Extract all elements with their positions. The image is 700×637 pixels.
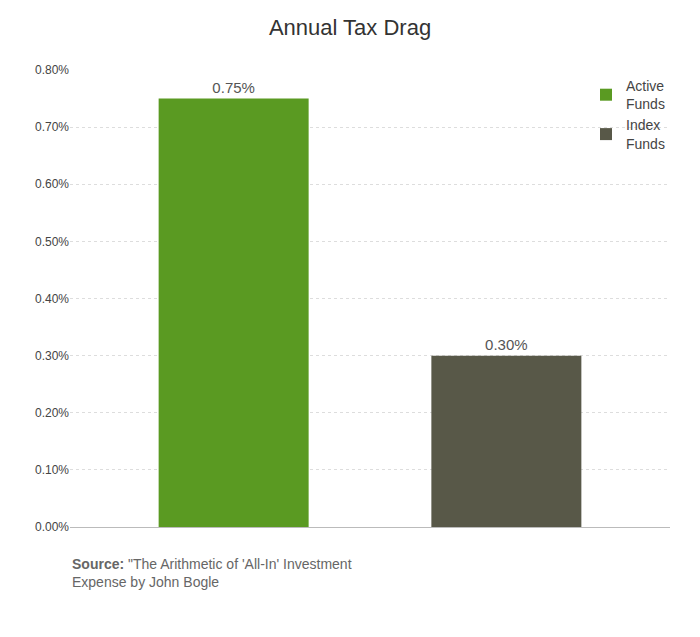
- svg-text:0.00%: 0.00%: [35, 520, 69, 534]
- svg-text:0.10%: 0.10%: [35, 463, 69, 477]
- svg-text:0.20%: 0.20%: [35, 406, 69, 420]
- svg-text:0.60%: 0.60%: [35, 177, 69, 191]
- svg-text:0.75%: 0.75%: [212, 79, 255, 96]
- svg-text:0.80%: 0.80%: [35, 63, 69, 77]
- svg-text:0.30%: 0.30%: [35, 349, 69, 363]
- svg-text:0.40%: 0.40%: [35, 292, 69, 306]
- svg-text:0.70%: 0.70%: [35, 120, 69, 134]
- svg-text:0.50%: 0.50%: [35, 235, 69, 249]
- svg-text:Source: "The Arithmetic of 'Al: Source: "The Arithmetic of 'All-In' Inve…: [72, 556, 352, 590]
- svg-text:IndexFunds: IndexFunds: [626, 117, 665, 151]
- svg-text:ActiveFunds: ActiveFunds: [626, 78, 665, 112]
- svg-text:0.30%: 0.30%: [485, 336, 528, 353]
- svg-text:Annual Tax Drag: Annual Tax Drag: [269, 15, 431, 40]
